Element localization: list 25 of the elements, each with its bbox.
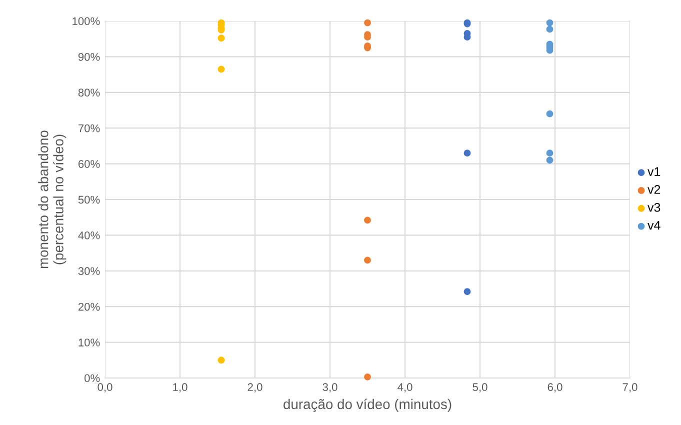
y-tick-label: 70% <box>78 124 100 132</box>
x-axis-title: duração do vídeo (minutos) <box>284 398 452 412</box>
y-tick-label: 10% <box>78 338 100 346</box>
x-tick-label: 3,0 <box>322 383 338 392</box>
y-tick-label: 30% <box>78 267 100 276</box>
legend-label: v2 <box>648 185 660 194</box>
y-axis-title: monento do abandono (percentual no vídeo) <box>38 130 66 268</box>
x-tick-label: 4,0 <box>398 383 412 392</box>
x-tick-label: 7,0 <box>622 383 638 392</box>
legend-label: v4 <box>648 220 660 230</box>
y-tick-label: 90% <box>78 52 100 61</box>
x-tick-label: 6,0 <box>548 383 562 392</box>
y-tick-label: 40% <box>78 231 100 240</box>
y-tick-label: 80% <box>78 88 100 97</box>
y-tick-label: 100% <box>72 17 100 26</box>
y-tick-label: 0% <box>84 374 100 382</box>
legend-label: v1 <box>648 167 660 176</box>
y-tick-label: 20% <box>78 302 100 311</box>
x-tick-label: 0,0 <box>98 383 112 392</box>
x-tick-label: 1,0 <box>173 383 188 392</box>
y-tick-label: 50% <box>78 196 100 204</box>
y-tick-label: 60% <box>78 160 100 168</box>
x-tick-label: 5,0 <box>472 383 488 392</box>
legend-label: v3 <box>648 202 660 212</box>
x-tick-label: 2,0 <box>248 383 262 392</box>
